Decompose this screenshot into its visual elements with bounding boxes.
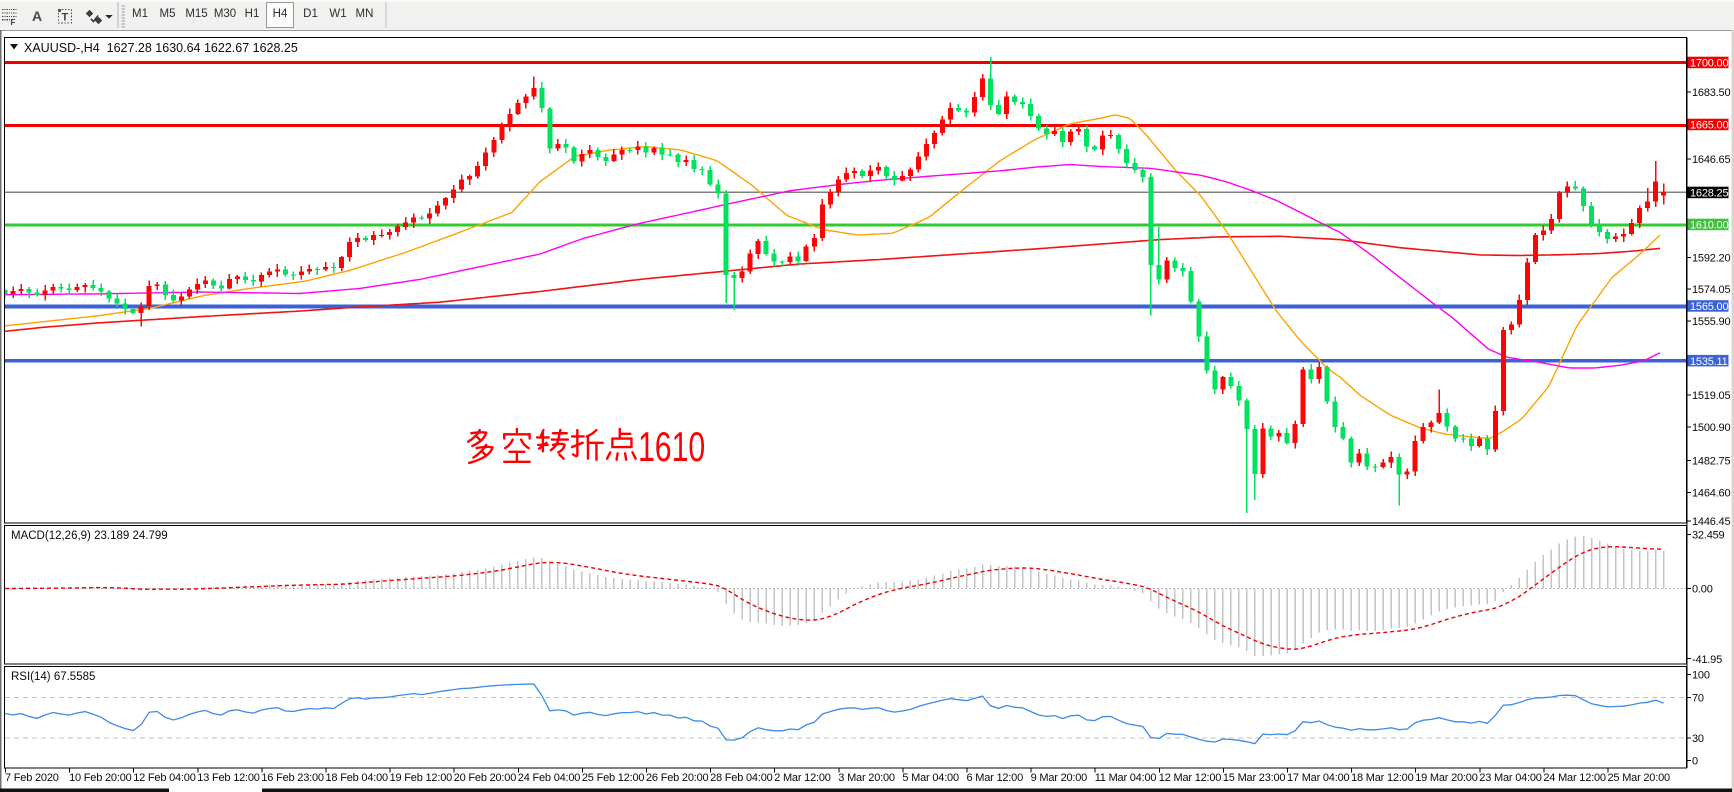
svg-text:19 Mar 20:00: 19 Mar 20:00 — [1415, 772, 1478, 784]
svg-text:2 Mar 12:00: 2 Mar 12:00 — [774, 772, 831, 784]
svg-text:5 Mar 04:00: 5 Mar 04:00 — [902, 772, 959, 784]
svg-text:15 Mar 23:00: 15 Mar 23:00 — [1223, 772, 1286, 784]
svg-text:1482.75: 1482.75 — [1692, 456, 1730, 468]
svg-text:25 Mar 20:00: 25 Mar 20:00 — [1608, 772, 1671, 784]
svg-text:-41.95: -41.95 — [1692, 654, 1722, 666]
svg-text:18 Mar 12:00: 18 Mar 12:00 — [1351, 772, 1414, 784]
svg-text:23 Mar 04:00: 23 Mar 04:00 — [1479, 772, 1542, 784]
svg-text:20 Feb 20:00: 20 Feb 20:00 — [454, 772, 517, 784]
svg-text:T: T — [62, 12, 69, 24]
svg-text:1446.45: 1446.45 — [1692, 516, 1730, 528]
svg-text:1500.90: 1500.90 — [1692, 422, 1730, 434]
svg-text:19 Feb 12:00: 19 Feb 12:00 — [390, 772, 453, 784]
svg-text:13 Feb 12:00: 13 Feb 12:00 — [197, 772, 260, 784]
svg-text:24 Feb 04:00: 24 Feb 04:00 — [518, 772, 581, 784]
svg-text:1610: 1610 — [638, 423, 705, 470]
svg-text:17 Mar 04:00: 17 Mar 04:00 — [1287, 772, 1350, 784]
svg-text:16 Feb 23:00: 16 Feb 23:00 — [261, 772, 324, 784]
svg-text:11 Mar 04:00: 11 Mar 04:00 — [1095, 772, 1157, 784]
svg-text:28 Feb 04:00: 28 Feb 04:00 — [710, 772, 773, 784]
svg-text:1683.50: 1683.50 — [1692, 87, 1730, 99]
svg-text:0: 0 — [1692, 756, 1698, 768]
svg-text:1535.11: 1535.11 — [1690, 356, 1728, 368]
svg-text:1700.00: 1700.00 — [1690, 58, 1728, 70]
svg-text:6 Mar 12:00: 6 Mar 12:00 — [967, 772, 1024, 784]
svg-text:10 Feb 20:00: 10 Feb 20:00 — [69, 772, 132, 784]
svg-text:1592.20: 1592.20 — [1692, 253, 1730, 265]
svg-text:100: 100 — [1692, 670, 1710, 682]
svg-text:1646.65: 1646.65 — [1692, 154, 1730, 166]
svg-text:0.00: 0.00 — [1692, 584, 1713, 596]
svg-text:1565.00: 1565.00 — [1690, 301, 1728, 313]
svg-text:1610.00: 1610.00 — [1690, 220, 1728, 232]
svg-text:30: 30 — [1692, 733, 1704, 745]
svg-text:12 Feb 04:00: 12 Feb 04:00 — [133, 772, 196, 784]
svg-text:1464.60: 1464.60 — [1692, 488, 1730, 500]
svg-text:7 Feb 2020: 7 Feb 2020 — [5, 772, 59, 784]
svg-text:1519.05: 1519.05 — [1692, 390, 1730, 402]
svg-text:1574.05: 1574.05 — [1692, 284, 1730, 296]
svg-text:3 Mar 20:00: 3 Mar 20:00 — [838, 772, 895, 784]
svg-text:F: F — [11, 18, 16, 27]
svg-text:12 Mar 12:00: 12 Mar 12:00 — [1159, 772, 1222, 784]
svg-text:1665.00: 1665.00 — [1690, 120, 1728, 132]
svg-text:MACD(12,26,9) 23.189 24.799: MACD(12,26,9) 23.189 24.799 — [11, 530, 168, 542]
svg-text:RSI(14) 67.5585: RSI(14) 67.5585 — [11, 671, 95, 683]
svg-text:A: A — [32, 8, 42, 24]
svg-text:26 Feb 20:00: 26 Feb 20:00 — [646, 772, 709, 784]
svg-text:9 Mar 20:00: 9 Mar 20:00 — [1031, 772, 1088, 784]
svg-text:1628.25: 1628.25 — [1690, 188, 1728, 200]
svg-text:70: 70 — [1692, 693, 1704, 705]
svg-text:1555.90: 1555.90 — [1692, 316, 1730, 328]
svg-text:XAUUSD-,H4 1627.28 1630.64 16: XAUUSD-,H4 1627.28 1630.64 1622.67 1628.… — [24, 41, 298, 55]
svg-text:18 Feb 04:00: 18 Feb 04:00 — [326, 772, 389, 784]
svg-text:25 Feb 12:00: 25 Feb 12:00 — [582, 772, 645, 784]
svg-text:24 Mar 12:00: 24 Mar 12:00 — [1543, 772, 1606, 784]
svg-text:32.459: 32.459 — [1692, 530, 1725, 542]
